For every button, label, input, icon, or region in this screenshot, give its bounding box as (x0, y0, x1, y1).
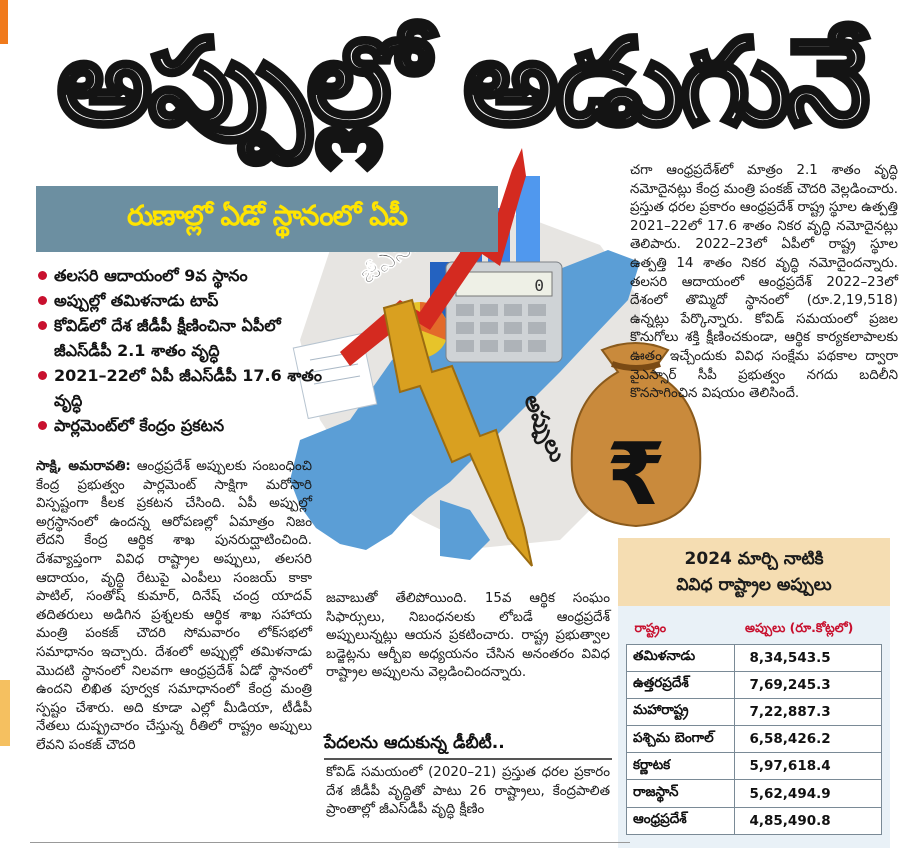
state-cell: తమిళనాడు (625, 643, 736, 672)
subheadline: రుణాల్లో ఏడో స్థానంలో ఏపీ (126, 199, 408, 232)
pie-graphic (392, 302, 448, 358)
debt-cell: 8,34,543.5 (734, 643, 882, 672)
page-edge-strip (0, 0, 8, 44)
state-cell: ఉత్తరప్రదేశ్ (625, 670, 736, 699)
debt-table: రాష్ట్రం అప్పులు (రూ.కోట్లలో) తమిళనాడు 8… (625, 616, 882, 835)
subheadline-banner: రుణాల్లో ఏడో స్థానంలో ఏపీ (36, 186, 498, 252)
table-row: కర్ణాటక 5,97,618.4 (625, 752, 882, 781)
debt-table-box: 2024 మార్చి నాటికి వివిధ రాష్ట్రాల అప్పు… (618, 538, 890, 848)
table-row: మహారాష్ట్ర 7,22,887.3 (625, 697, 882, 727)
divider (30, 842, 630, 843)
article-column-middle-continued: కోవిడ్ సమయంలో (2020–21) ప్రస్తుత ధరల ప్ర… (326, 765, 610, 818)
table-row: ఉత్తరప్రదేశ్ 7,69,245.3 (625, 670, 882, 699)
calculator-display: 0 (534, 276, 544, 295)
debt-cell: 5,62,494.9 (734, 779, 882, 808)
highlight-item: కోవిడ్‌లో దేశ జీడీపీ క్షీణించినా ఏపీలో జ… (38, 313, 334, 363)
article-column-left: సాక్షి, అమరావతి: ఆంధ్రప్రదేశ్ అప్పులకు స… (36, 458, 312, 756)
highlight-item: పార్లమెంట్‌లో కేంద్రం ప్రకటన (38, 413, 334, 438)
headline: అప్పుల్లో అడుగునే (55, 11, 873, 154)
debt-cell: 7,22,887.3 (734, 697, 882, 727)
section-subheading: పేదలను ఆదుకున్న డీబీటీ.. (324, 728, 612, 760)
article-text: ఆంధ్రప్రదేశ్ అప్పులకు సంబంధించి కేంద్ర ప… (36, 459, 312, 753)
debt-cell: 4,85,490.8 (734, 806, 882, 835)
debt-table-title: 2024 మార్చి నాటికి వివిధ రాష్ట్రాల అప్పు… (618, 538, 890, 606)
debt-table-header-row: రాష్ట్రం అప్పులు (రూ.కోట్లలో) (627, 616, 882, 644)
debt-cell: 7,69,245.3 (734, 670, 882, 699)
table-row: రాజస్థాన్ 5,62,494.9 (625, 779, 882, 808)
ap-map-shape (290, 250, 640, 560)
bar-graphic (516, 176, 540, 330)
debt-table-title-line2: వివిధ రాష్ట్రాల అప్పులు (676, 575, 832, 595)
article-column-right: చగా ఆంధ్రప్రదేశ్‌లో మాత్రం 2.1 శాతం వృద్… (630, 163, 898, 402)
bar-graphic (430, 262, 452, 330)
debt-cell: 6,58,426.2 (734, 725, 882, 754)
state-cell: మహారాష్ట్ర (625, 697, 736, 727)
neighbour-map-shape (300, 215, 640, 548)
debt-cell: 5,97,618.4 (734, 752, 882, 781)
highlights-list: తలసరి ఆదాయంలో 9వ స్థానం అప్పుల్లో తమిళనా… (38, 263, 334, 438)
rupee-symbol: ₹ (606, 425, 666, 525)
debt-table-title-line1: 2024 మార్చి నాటికి (684, 549, 824, 569)
state-cell: ఆంధ్రప్రదేశ్ (625, 806, 736, 835)
state-cell: కర్ణాటక (625, 752, 736, 781)
state-cell: పశ్చిమ బెంగాల్ (625, 725, 736, 754)
debt-column-header: అప్పులు (రూ.కోట్లలో) (744, 620, 854, 636)
debt-arrow (382, 298, 533, 567)
page-edge-tab (0, 680, 10, 746)
highlight-item: తలసరి ఆదాయంలో 9వ స్థానం (38, 263, 334, 288)
dateline: సాక్షి, అమరావతి: (36, 459, 131, 474)
article-column-middle: జవాబుతో తేలిపోయింది. 15వ ఆర్థిక సంఘం సిఫ… (326, 591, 610, 681)
calculator-graphic (445, 261, 563, 363)
growth-arrow (340, 148, 526, 366)
state-cell: రాజస్థాన్ (625, 779, 736, 808)
highlight-item: అప్పుల్లో తమిళనాడు టాప్ (38, 288, 334, 313)
table-row: ఆంధ్రప్రదేశ్ 4,85,490.8 (625, 806, 882, 835)
highlight-item: 2021–22లో ఏపీ జీఎస్‌డీపీ 17.6 శాతం వృద్ధ… (38, 363, 334, 413)
table-row: తమిళనాడు 8,34,543.5 (625, 643, 882, 672)
table-row: పశ్చిమ బెంగాల్ 6,58,426.2 (625, 725, 882, 754)
debt-arrow-label: అప్పులు (516, 391, 570, 467)
state-column-header: రాష్ట్రం (634, 620, 667, 636)
